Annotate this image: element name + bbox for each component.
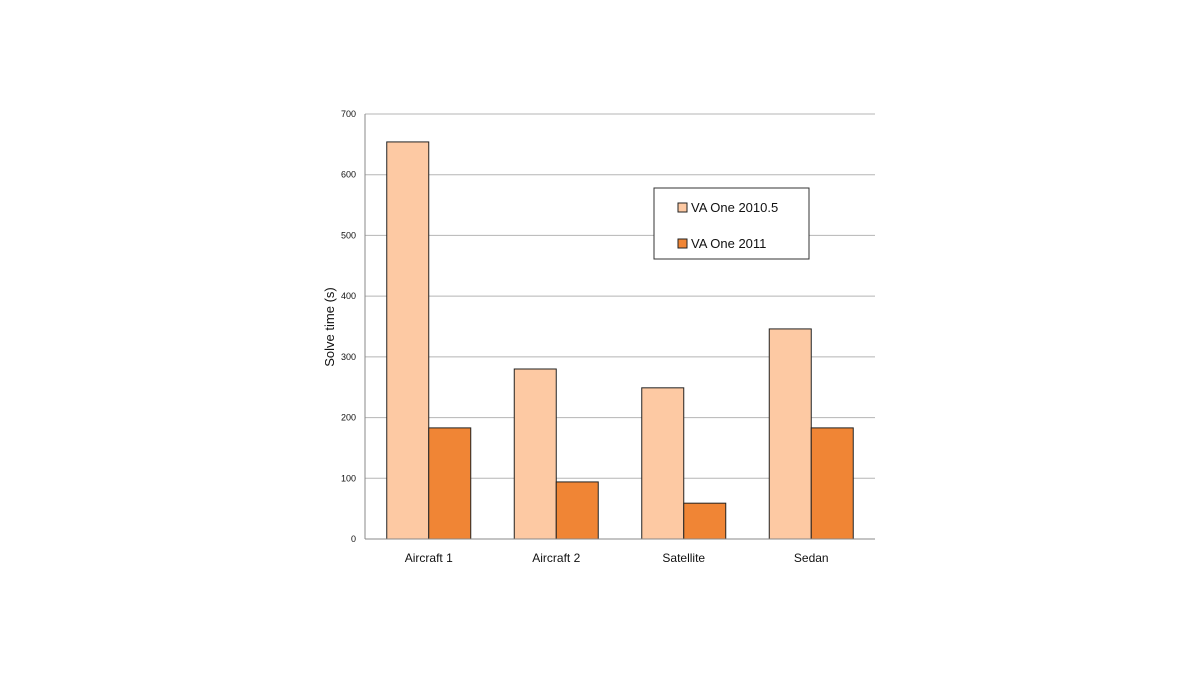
bar-sedan-series-2 (810, 427, 854, 540)
gridlines (365, 113, 875, 479)
y-axis-label: Solve time (s) (322, 287, 337, 366)
y-tick-label: 200 (341, 413, 356, 423)
y-tick-label: 400 (341, 291, 356, 301)
bar-aircraft-1-series-1 (386, 141, 430, 540)
x-tick-labels: Aircraft 1 Aircraft 2 Satellite Sedan (405, 551, 829, 565)
x-tick-label: Aircraft 2 (532, 551, 580, 565)
x-tick-label: Aircraft 1 (405, 551, 453, 565)
y-tick-label: 500 (341, 230, 356, 240)
legend-swatch (677, 238, 688, 249)
legend-label: VA One 2010.5 (691, 200, 778, 215)
bar-aircraft-1-series-2 (428, 427, 472, 540)
y-tick-labels: 0 100 200 300 400 500 600 700 (341, 109, 356, 544)
bar-aircraft-2-series-1 (513, 368, 557, 540)
legend-label: VA One 2011 (691, 236, 766, 251)
y-tick-label: 300 (341, 352, 356, 362)
legend-swatch (677, 202, 688, 213)
bars (386, 141, 854, 540)
bar-aircraft-2-series-2 (555, 481, 599, 540)
x-tick-label: Sedan (794, 551, 829, 565)
y-tick-label: 700 (341, 109, 356, 119)
bar-satellite-series-2 (683, 502, 727, 540)
x-tick-label: Satellite (662, 551, 705, 565)
y-tick-label: 100 (341, 473, 356, 483)
bar-satellite-series-1 (641, 387, 685, 540)
y-tick-label: 0 (351, 534, 356, 544)
bar-sedan-series-1 (768, 328, 812, 540)
legend: VA One 2010.5 VA One 2011 (653, 187, 810, 260)
y-tick-label: 600 (341, 170, 356, 180)
